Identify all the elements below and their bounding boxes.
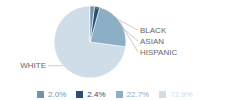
svg-text:ASIAN: ASIAN — [140, 37, 164, 46]
svg-text:HISPANIC: HISPANIC — [140, 48, 177, 57]
html-text:2.4%: 2.4% — [87, 90, 106, 99]
html-text:2.0%: 2.0% — [48, 90, 67, 99]
svg-text:WHITE: WHITE — [20, 61, 46, 70]
svg-text:BLACK: BLACK — [140, 26, 167, 35]
html-text:72.9%: 72.9% — [170, 90, 193, 99]
html-text:22.7%: 22.7% — [126, 90, 150, 99]
